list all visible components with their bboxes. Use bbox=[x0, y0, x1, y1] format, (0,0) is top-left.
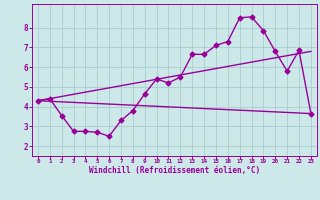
X-axis label: Windchill (Refroidissement éolien,°C): Windchill (Refroidissement éolien,°C) bbox=[89, 166, 260, 175]
